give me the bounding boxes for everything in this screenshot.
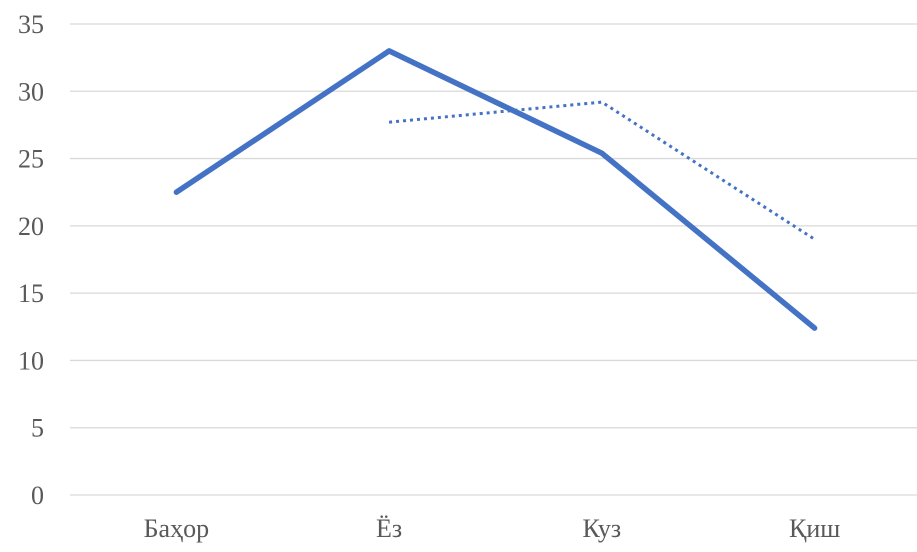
x-tick-label: Куз bbox=[583, 514, 622, 543]
y-tick-label: 10 bbox=[18, 346, 44, 375]
x-tick-label: Ёз bbox=[376, 514, 402, 543]
grid-layer bbox=[70, 23, 917, 496]
x-tick-label: Баҳор bbox=[144, 514, 209, 543]
dotted-series-line bbox=[388, 100, 816, 241]
x-tick-label: Қиш bbox=[789, 514, 840, 543]
y-tick-label: 25 bbox=[18, 145, 44, 174]
solid-series-line bbox=[173, 48, 818, 331]
y-axis-tick-labels: 0 5 10 15 20 25 30 35 bbox=[18, 10, 44, 510]
series-layer bbox=[173, 48, 818, 331]
y-tick-label: 35 bbox=[18, 10, 44, 39]
y-tick-label: 15 bbox=[18, 279, 44, 308]
y-tick-label: 30 bbox=[18, 77, 44, 106]
y-tick-label: 5 bbox=[31, 414, 44, 443]
x-axis-tick-labels: Баҳор Ёз Куз Қиш bbox=[144, 514, 841, 543]
y-tick-label: 0 bbox=[31, 481, 44, 510]
y-tick-label: 20 bbox=[18, 212, 44, 241]
